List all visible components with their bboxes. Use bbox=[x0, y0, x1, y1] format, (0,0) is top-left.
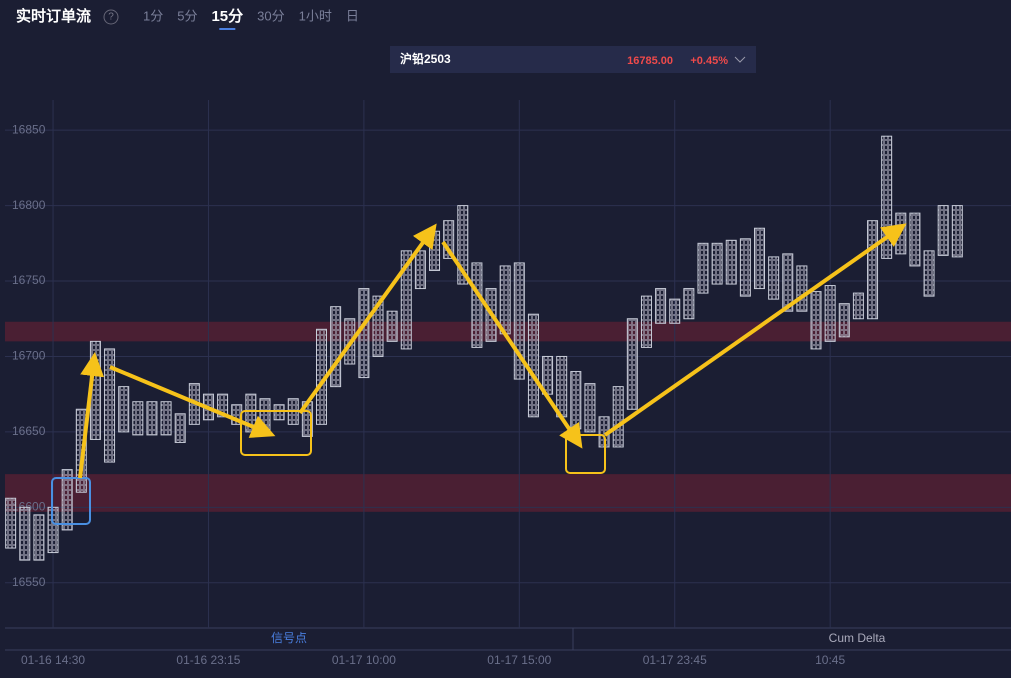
tab[interactable]: 1分 bbox=[143, 8, 163, 23]
footprint-column bbox=[118, 386, 130, 433]
footprint-column bbox=[400, 250, 412, 350]
footprint-column bbox=[132, 401, 144, 436]
signal-box bbox=[240, 410, 312, 456]
footprint-column bbox=[895, 212, 907, 255]
footprint-column bbox=[838, 303, 850, 338]
x-tick-label: 10:45 bbox=[815, 653, 845, 667]
footprint-column bbox=[626, 318, 638, 410]
y-tick-label: 16650 bbox=[12, 424, 46, 438]
toolbar bbox=[0, 0, 1011, 36]
tab[interactable]: 30分 bbox=[257, 8, 284, 23]
footprint-column bbox=[782, 253, 794, 312]
dropdown[interactable] bbox=[734, 56, 746, 63]
y-tick-label: 16550 bbox=[12, 575, 46, 589]
annotations bbox=[51, 223, 907, 525]
price: 16785.00 bbox=[627, 55, 673, 67]
footprint-column bbox=[754, 227, 765, 290]
footprint-column bbox=[612, 386, 624, 448]
tab[interactable]: 1小时 bbox=[299, 8, 332, 23]
x-tick-label: 01-17 10:00 bbox=[332, 653, 396, 667]
footprint-column bbox=[104, 348, 116, 463]
footprint-column bbox=[386, 310, 398, 342]
footprint-column bbox=[810, 291, 822, 350]
y-tick-label: 16800 bbox=[12, 198, 46, 212]
symbol-bar[interactable] bbox=[390, 46, 756, 73]
footprint-column bbox=[951, 205, 963, 258]
footprint-column bbox=[457, 205, 469, 285]
footprint-column bbox=[19, 506, 31, 561]
footprint-column bbox=[768, 256, 780, 300]
footprint-column bbox=[852, 292, 864, 320]
footprint-column bbox=[443, 220, 455, 259]
y-tick-label: 16700 bbox=[12, 349, 46, 363]
change: +0.45% bbox=[690, 55, 728, 67]
footprint-column bbox=[471, 262, 483, 348]
footprint-column bbox=[937, 205, 949, 256]
footprint-column bbox=[527, 313, 539, 418]
arrow bbox=[78, 352, 105, 479]
footprint-column bbox=[372, 295, 384, 357]
tab-underline bbox=[219, 28, 236, 30]
zone bbox=[5, 474, 1011, 512]
footprint-column bbox=[160, 401, 172, 436]
footprint-column bbox=[867, 220, 879, 320]
footprint-column bbox=[697, 242, 709, 294]
footprint-column bbox=[330, 306, 342, 388]
footprint-column bbox=[273, 404, 285, 421]
app-title: 实时订单流 bbox=[16, 7, 91, 25]
y-tick-label: 16750 bbox=[12, 273, 46, 287]
footprint-column bbox=[259, 398, 271, 433]
x-tick-label: 01-16 23:15 bbox=[176, 653, 240, 667]
footprint-column bbox=[429, 230, 441, 271]
footprint-column bbox=[146, 401, 158, 436]
footprint-column bbox=[725, 239, 737, 285]
footprint-column bbox=[655, 288, 667, 324]
y-tick-label: 16850 bbox=[12, 122, 46, 136]
panel-label[interactable]: Cum Delta bbox=[829, 631, 886, 645]
help-icon[interactable] bbox=[103, 9, 119, 25]
footprint-column bbox=[513, 262, 525, 380]
signal-box bbox=[565, 434, 606, 474]
footprint-column bbox=[909, 212, 921, 267]
tab[interactable]: 5分 bbox=[177, 8, 197, 23]
signal-box bbox=[51, 477, 91, 525]
footprint-column bbox=[881, 135, 893, 259]
arrow bbox=[603, 223, 907, 437]
footprint-column bbox=[33, 514, 45, 561]
arrow bbox=[109, 365, 276, 438]
x-tick-label: 01-17 15:00 bbox=[487, 653, 551, 667]
footprint-column bbox=[47, 506, 59, 554]
tab[interactable]: 日 bbox=[346, 8, 359, 23]
footprint-column bbox=[640, 295, 652, 348]
footprint-column bbox=[174, 413, 186, 443]
footprint-column bbox=[414, 250, 426, 290]
footprint-column bbox=[683, 288, 695, 320]
footprint-column bbox=[217, 393, 229, 418]
tab[interactable]: 15分 bbox=[211, 8, 243, 25]
footprint-column bbox=[923, 250, 935, 297]
arrow bbox=[441, 240, 583, 449]
footprint-column bbox=[570, 371, 582, 430]
symbol: 沪铅2503 bbox=[400, 51, 451, 66]
footprint-column bbox=[824, 285, 836, 342]
footprint-column bbox=[584, 383, 596, 433]
footprint-column bbox=[556, 355, 568, 418]
x-tick-label: 01-16 14:30 bbox=[21, 653, 85, 667]
footprint-column bbox=[669, 298, 681, 324]
footprint-column bbox=[5, 497, 17, 549]
panel-label[interactable]: 信号点 bbox=[271, 631, 307, 645]
help-mark: ? bbox=[108, 12, 114, 23]
arrow bbox=[298, 223, 437, 415]
footprint-column bbox=[739, 238, 751, 297]
footprint-column bbox=[358, 288, 370, 379]
footprint-column bbox=[711, 242, 723, 285]
footprint-column bbox=[499, 265, 511, 335]
x-tick-label: 01-17 23:45 bbox=[643, 653, 707, 667]
footprint-column bbox=[61, 469, 73, 531]
footprint-column bbox=[796, 265, 808, 312]
